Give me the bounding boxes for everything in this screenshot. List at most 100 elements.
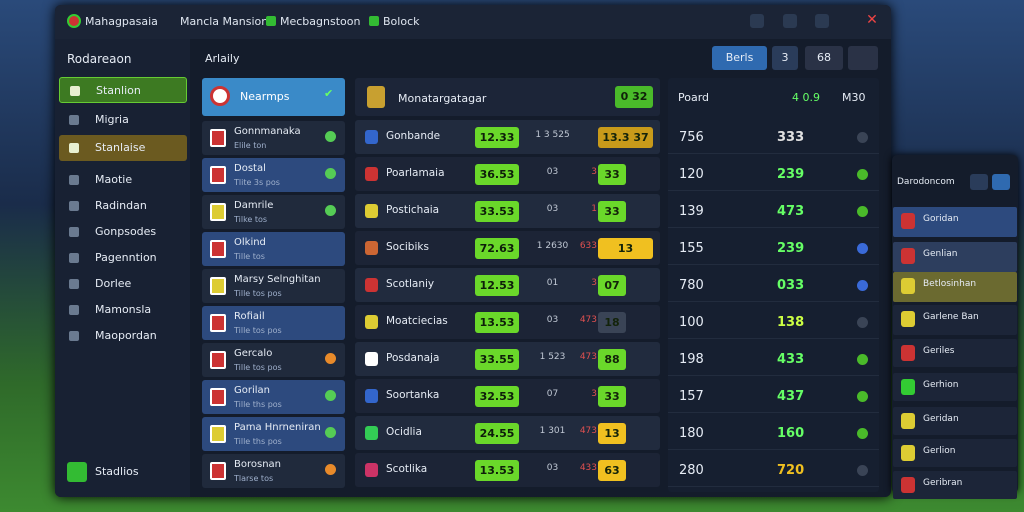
sidebar-item[interactable]: Maopordan [59, 323, 187, 349]
mini-item[interactable]: Garlene Ban [893, 305, 1017, 335]
table-row[interactable]: Poarlamaia 36.53 03 3 33 [355, 157, 660, 191]
table-row[interactable]: Socibiks 72.63 1 2630 633 13 [355, 231, 660, 265]
team-row[interactable]: Borosnan Tlarse tos [202, 454, 345, 488]
row-pick[interactable]: 33 [598, 201, 626, 222]
team-row[interactable]: Gonnmanaka Elile ton [202, 121, 345, 155]
table-row[interactable]: Soortanka 32.53 07 3 33 [355, 379, 660, 413]
table-row[interactable]: Postichaia 33.53 03 1 33 [355, 194, 660, 228]
team-logo [210, 129, 226, 147]
row-odds[interactable]: 24.55 [475, 423, 519, 444]
sidebar-item[interactable]: Radindan [59, 193, 187, 219]
row-odds[interactable]: 12.53 [475, 275, 519, 296]
team-row[interactable]: Marsy Selnghitan Tille tos pos [202, 269, 345, 303]
item-label: Dorlee [95, 277, 132, 290]
row-odds[interactable]: 12.33 [475, 127, 519, 148]
team-row[interactable]: Rofiail Tille tos pos [202, 306, 345, 340]
table-row[interactable]: Ocidlia 24.55 1 301 473 13 [355, 416, 660, 450]
team-sub: Tilke tos [234, 215, 268, 224]
row-odds[interactable]: 32.53 [475, 386, 519, 407]
row-pick[interactable]: 13.3 37 [598, 127, 653, 148]
row-pick[interactable]: 33 [598, 386, 626, 407]
mini-button[interactable] [970, 174, 988, 190]
row-third: 473 [579, 315, 597, 325]
stats-row [668, 453, 879, 487]
team-row[interactable]: Olkind Tille tos [202, 232, 345, 266]
sidebar-footer[interactable]: Stadlios [65, 460, 185, 486]
sidebar-item[interactable]: Pagenntion [59, 245, 187, 271]
sidebar-item[interactable]: Stanlaise [59, 135, 187, 161]
row-odds[interactable]: 13.53 [475, 312, 519, 333]
window-button[interactable] [783, 14, 797, 28]
row-odds[interactable]: 33.55 [475, 349, 519, 370]
sidebar-item[interactable]: Mamonsla [59, 297, 187, 323]
sidebar-item[interactable]: Maotie [59, 167, 187, 193]
row-pick[interactable]: 07 [598, 275, 626, 296]
stats-a: 100 [679, 315, 704, 330]
team-row[interactable]: Damrile Tilke tos [202, 195, 345, 229]
section-label: Arlaily [205, 52, 240, 65]
mini-item[interactable]: Gerlion [893, 439, 1017, 467]
item-icon [69, 253, 79, 263]
stats-icon [857, 465, 868, 476]
row-odds[interactable]: 13.53 [475, 460, 519, 481]
mini-item[interactable]: Geribran [893, 471, 1017, 499]
mini-item[interactable]: Gerhion [893, 373, 1017, 401]
row-odds[interactable]: 72.63 [475, 238, 519, 259]
mini-item[interactable]: Betlosinhan [893, 272, 1017, 302]
stats-panel [668, 78, 879, 492]
row-name: Socibiks [386, 241, 429, 253]
row-pick[interactable]: 88 [598, 349, 626, 370]
team-logo [210, 462, 226, 480]
table-row[interactable]: Scotlika 13.53 03 433 63 [355, 453, 660, 487]
header-button[interactable]: 3 [772, 46, 798, 70]
mini-item[interactable]: Genlian [893, 242, 1017, 272]
mini-logo [901, 311, 915, 327]
close-button[interactable]: ✕ [866, 12, 878, 28]
status-icon [325, 464, 336, 475]
team-row[interactable]: Dostal Tlite 3s pos [202, 158, 345, 192]
row-pick[interactable]: 63 [598, 460, 626, 481]
tab[interactable]: Mecbagnstoon [280, 15, 361, 28]
status-icon [325, 427, 336, 438]
row-logo [365, 130, 378, 144]
header-button[interactable] [848, 46, 878, 70]
mini-item[interactable]: Goridan [893, 207, 1017, 237]
table-badge[interactable]: 0 32 [615, 86, 653, 108]
sidebar-item[interactable]: Migria [59, 107, 187, 133]
row-odds[interactable]: 36.53 [475, 164, 519, 185]
table-row[interactable]: Moatciecias 13.53 03 473 18 [355, 305, 660, 339]
sidebar-item[interactable]: Dorlee [59, 271, 187, 297]
window-button[interactable] [750, 14, 764, 28]
team-sub: Tille ths pos [234, 437, 282, 446]
tab[interactable]: Mahagpasaia [85, 15, 158, 28]
sidebar-item[interactable]: Stanlion [59, 77, 187, 103]
team-selected[interactable]: Nearmps ✔ [202, 78, 345, 116]
row-pick[interactable]: 33 [598, 164, 626, 185]
team-row[interactable]: Gercalo Tille tos pos [202, 343, 345, 377]
sidebar-item[interactable]: Gonpsodes [59, 219, 187, 245]
row-pick[interactable]: 13 [598, 423, 626, 444]
row-mid: 1 2630 [536, 241, 569, 251]
row-pick[interactable]: 13 [598, 238, 653, 259]
table-row[interactable]: Posdanaja 33.55 1 523 473 88 [355, 342, 660, 376]
tab[interactable]: Bolock [383, 15, 420, 28]
stats-icon [857, 280, 868, 291]
item-label: Migria [95, 113, 129, 126]
mini-item[interactable]: Geridan [893, 407, 1017, 435]
header-button[interactable]: Berls [712, 46, 767, 70]
table-row[interactable]: Scotlaniy 12.53 01 3 07 [355, 268, 660, 302]
row-odds[interactable]: 33.53 [475, 201, 519, 222]
team-row[interactable]: Pama Hnrneniran Tille ths pos [202, 417, 345, 451]
mini-item[interactable]: Geriles [893, 339, 1017, 367]
team-row[interactable]: Gorilan Tille ths pos [202, 380, 345, 414]
header-button[interactable]: 68 [805, 46, 843, 70]
item-label: Stanlion [96, 84, 141, 97]
team-name: Gercalo [234, 348, 273, 359]
table-logo [367, 86, 385, 108]
mini-button[interactable] [992, 174, 1010, 190]
row-mid: 1 523 [539, 352, 566, 362]
row-pick[interactable]: 18 [598, 312, 626, 333]
table-row[interactable]: Gonbande 12.33 1 3 525 13.3 37 [355, 120, 660, 154]
tab[interactable]: Mancla Mansion [180, 15, 269, 28]
window-button[interactable] [815, 14, 829, 28]
